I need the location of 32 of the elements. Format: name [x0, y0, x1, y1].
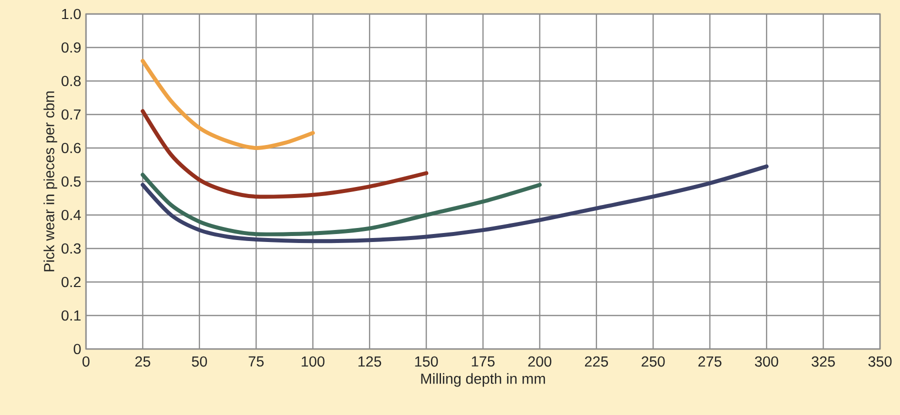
x-tick-label: 100 — [302, 356, 324, 367]
x-tick-label: 300 — [754, 356, 778, 367]
line-series — [140, 172, 542, 236]
y-tick-label: 0.3 — [62, 243, 81, 254]
x-tick-label: 225 — [584, 356, 608, 367]
line-series — [140, 58, 315, 150]
x-tick-label: 75 — [248, 356, 264, 367]
x-tick-label: 150 — [415, 356, 438, 367]
x-tick-label: 50 — [192, 356, 207, 367]
x-tick-label: 275 — [698, 356, 722, 367]
x-tick-label: 350 — [868, 356, 892, 367]
y-tick-label: 0.7 — [62, 109, 81, 120]
y-tick-label: 0.8 — [62, 76, 81, 86]
y-tick-label: 0.5 — [62, 176, 81, 187]
y-tick-label: 0.4 — [62, 210, 81, 220]
y-tick-label: 0 — [74, 344, 81, 354]
x-tick-label: 325 — [812, 356, 835, 367]
line-series — [140, 109, 428, 199]
x-tick-label: 200 — [528, 356, 552, 367]
y-tick-label: 0.2 — [62, 276, 81, 288]
y-axis-title: Pick wear in pieces per cbm — [44, 92, 58, 272]
y-tick-label: 0.6 — [62, 142, 81, 154]
line-series — [140, 164, 769, 244]
y-tick-label: 1.0 — [62, 8, 81, 20]
y-tick-label: 0.1 — [62, 310, 81, 321]
x-tick-label: 125 — [358, 356, 382, 367]
x-tick-label: 250 — [642, 356, 665, 367]
x-axis-title: Milling depth in mm — [421, 373, 545, 387]
x-tick-label: 25 — [135, 356, 150, 367]
x-tick-label: 175 — [472, 356, 495, 367]
y-tick-label: 0.9 — [62, 42, 81, 53]
x-tick-label: 0 — [82, 356, 90, 367]
